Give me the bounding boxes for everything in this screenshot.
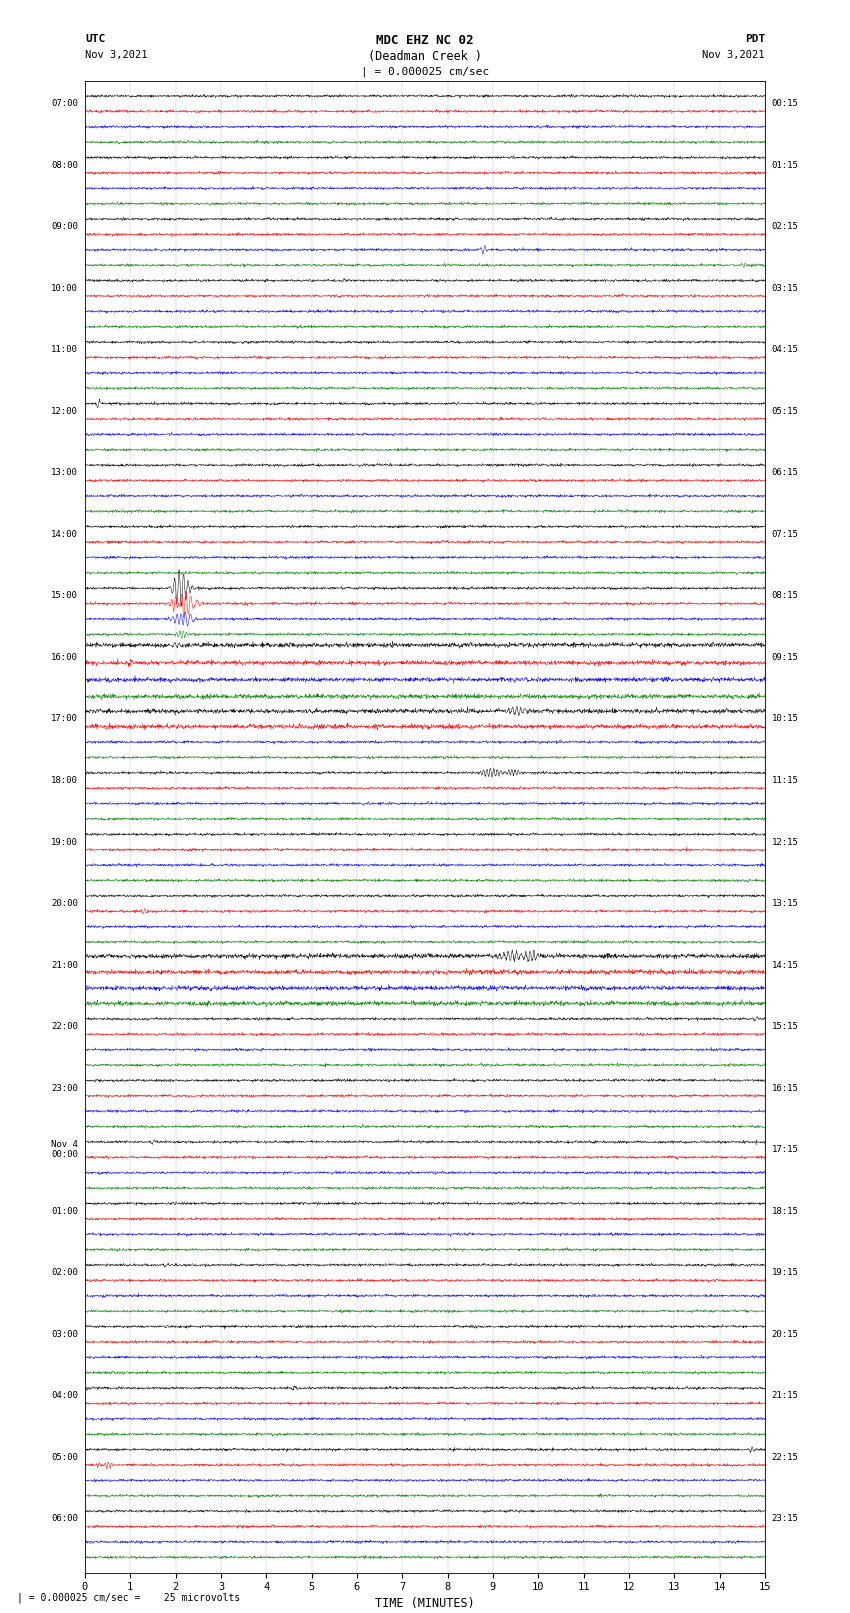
Text: 08:15: 08:15 [772, 592, 799, 600]
Text: 14:15: 14:15 [772, 961, 799, 969]
Text: 13:00: 13:00 [51, 468, 78, 477]
Text: 10:15: 10:15 [772, 715, 799, 724]
Text: 07:15: 07:15 [772, 531, 799, 539]
Text: 18:15: 18:15 [772, 1207, 799, 1216]
Text: 05:15: 05:15 [772, 406, 799, 416]
Text: 04:15: 04:15 [772, 345, 799, 355]
Text: 09:00: 09:00 [51, 223, 78, 231]
Text: Nov 3,2021: Nov 3,2021 [85, 50, 148, 60]
Text: 02:15: 02:15 [772, 223, 799, 231]
Text: Nov 4
00:00: Nov 4 00:00 [51, 1140, 78, 1160]
Text: 08:00: 08:00 [51, 161, 78, 169]
Text: 23:15: 23:15 [772, 1515, 799, 1523]
Text: 06:15: 06:15 [772, 468, 799, 477]
Text: 11:00: 11:00 [51, 345, 78, 355]
Text: PDT: PDT [745, 34, 765, 44]
Text: 21:00: 21:00 [51, 961, 78, 969]
Text: 05:00: 05:00 [51, 1453, 78, 1461]
Text: UTC: UTC [85, 34, 105, 44]
Text: 16:00: 16:00 [51, 653, 78, 661]
Text: 17:00: 17:00 [51, 715, 78, 724]
Text: 11:15: 11:15 [772, 776, 799, 786]
Text: 17:15: 17:15 [772, 1145, 799, 1155]
Text: 13:15: 13:15 [772, 898, 799, 908]
Text: 15:00: 15:00 [51, 592, 78, 600]
Text: 01:15: 01:15 [772, 161, 799, 169]
Text: 09:15: 09:15 [772, 653, 799, 661]
Text: 23:00: 23:00 [51, 1084, 78, 1092]
X-axis label: TIME (MINUTES): TIME (MINUTES) [375, 1597, 475, 1610]
Text: 00:15: 00:15 [772, 100, 799, 108]
Text: 22:15: 22:15 [772, 1453, 799, 1461]
Text: 21:15: 21:15 [772, 1392, 799, 1400]
Text: (Deadman Creek ): (Deadman Creek ) [368, 50, 482, 63]
Text: 15:15: 15:15 [772, 1023, 799, 1031]
Text: 10:00: 10:00 [51, 284, 78, 294]
Text: | = 0.000025 cm/sec =    25 microvolts: | = 0.000025 cm/sec = 25 microvolts [17, 1592, 241, 1603]
Text: 01:00: 01:00 [51, 1207, 78, 1216]
Text: 02:00: 02:00 [51, 1268, 78, 1277]
Text: 07:00: 07:00 [51, 100, 78, 108]
Text: Nov 3,2021: Nov 3,2021 [702, 50, 765, 60]
Text: 14:00: 14:00 [51, 531, 78, 539]
Text: 19:00: 19:00 [51, 837, 78, 847]
Text: 22:00: 22:00 [51, 1023, 78, 1031]
Text: 12:00: 12:00 [51, 406, 78, 416]
Text: 06:00: 06:00 [51, 1515, 78, 1523]
Text: 20:15: 20:15 [772, 1329, 799, 1339]
Text: 03:15: 03:15 [772, 284, 799, 294]
Text: MDC EHZ NC 02: MDC EHZ NC 02 [377, 34, 473, 47]
Text: 04:00: 04:00 [51, 1392, 78, 1400]
Text: 03:00: 03:00 [51, 1329, 78, 1339]
Text: 18:00: 18:00 [51, 776, 78, 786]
Text: 19:15: 19:15 [772, 1268, 799, 1277]
Text: 20:00: 20:00 [51, 898, 78, 908]
Text: 12:15: 12:15 [772, 837, 799, 847]
Text: 16:15: 16:15 [772, 1084, 799, 1092]
Text: | = 0.000025 cm/sec: | = 0.000025 cm/sec [361, 66, 489, 77]
